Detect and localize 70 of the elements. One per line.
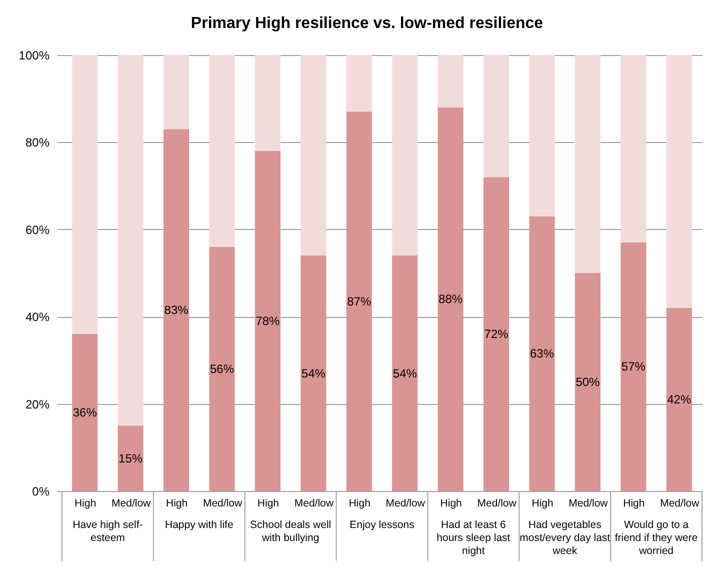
x-tick-label: Med/low	[202, 498, 242, 510]
x-tick-label: High	[166, 498, 188, 510]
text: Had at least 6 hours sleep last night	[436, 519, 510, 557]
bar	[620, 242, 646, 491]
bar	[666, 55, 692, 308]
data-label: 15%	[118, 451, 143, 466]
bar	[483, 177, 510, 491]
data-label: 50%	[576, 375, 600, 389]
data-label: 63%	[530, 346, 554, 361]
data-label: 72%	[484, 327, 509, 342]
bar	[483, 55, 510, 178]
x-tick-label: High	[623, 498, 645, 510]
x-tick-label: High	[74, 498, 96, 510]
x-tick-label: High	[532, 498, 554, 510]
text: Enjoy lessons	[350, 519, 414, 531]
bar	[209, 246, 235, 491]
y-tick-label: 0%	[32, 484, 50, 498]
bar	[346, 55, 372, 112]
x-tick-label: Med/low	[294, 498, 334, 510]
y-tick-label: 60%	[25, 222, 50, 237]
x-tick-label: High	[348, 498, 371, 510]
bar	[118, 55, 144, 426]
bar	[72, 334, 98, 491]
bar	[209, 55, 235, 247]
bar	[72, 55, 98, 334]
bar	[574, 55, 601, 273]
bar	[620, 55, 646, 242]
bar	[163, 55, 190, 130]
data-label: 87%	[347, 294, 372, 308]
bar	[438, 107, 464, 491]
data-label: 54%	[301, 366, 326, 380]
data-label: 57%	[621, 360, 646, 374]
x-tick-label: High	[257, 498, 280, 510]
data-label: 54%	[392, 366, 418, 380]
bar	[392, 55, 418, 256]
text: Had vegetables most/every day last week	[520, 519, 610, 557]
data-label: 56%	[210, 362, 234, 376]
x-tick-label: Med/low	[112, 498, 152, 510]
chart-title: Primary High resilience vs. low-med resilience	[190, 15, 544, 32]
data-label: 78%	[256, 314, 280, 328]
data-label: 36%	[72, 406, 98, 420]
data-label: 83%	[164, 303, 189, 318]
text: Happy with life	[165, 519, 234, 531]
text: Have high self-esteem	[72, 519, 144, 544]
bar	[666, 308, 692, 491]
data-label: 42%	[667, 392, 692, 406]
bar	[574, 273, 601, 491]
text: Would go to a friend if they were worried	[614, 519, 698, 557]
x-tick-label: Med/low	[660, 498, 700, 510]
x-tick-label: Med/low	[568, 498, 608, 510]
bar	[300, 256, 326, 491]
text: School deals well with bullying	[250, 519, 332, 544]
bar	[529, 216, 555, 491]
bar	[254, 150, 281, 491]
y-tick-label: 40%	[25, 310, 50, 324]
x-tick-label: Med/low	[386, 498, 426, 510]
bar	[163, 129, 190, 491]
y-tick-label: 100%	[18, 48, 50, 62]
bar	[254, 55, 281, 151]
x-tick-label: High	[440, 498, 462, 510]
bar	[346, 112, 372, 491]
bar	[118, 426, 144, 491]
x-tick-label: Med/low	[477, 498, 517, 510]
bar	[300, 55, 326, 256]
y-tick-label: 80%	[25, 136, 50, 150]
bar	[438, 55, 464, 108]
y-tick-label: 20%	[25, 397, 50, 412]
bar	[529, 55, 555, 216]
bar	[392, 256, 418, 491]
data-label: 88%	[438, 292, 463, 306]
